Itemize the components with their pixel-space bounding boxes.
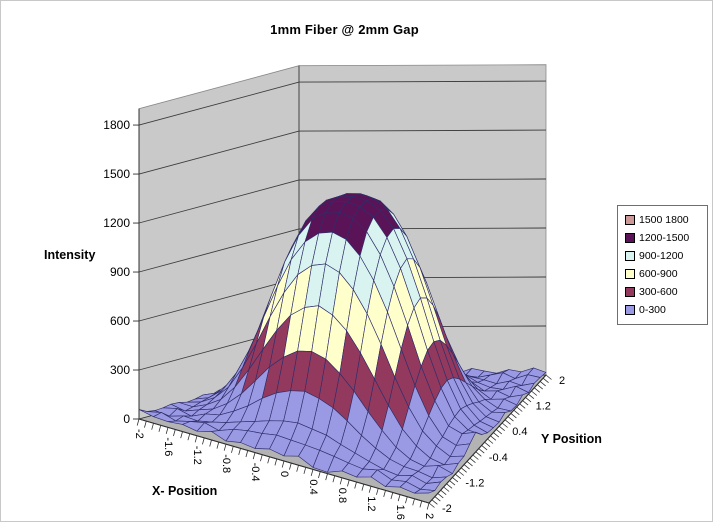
y-tick-label: 1.2 [536, 401, 551, 413]
x-tick-label: 2 [423, 513, 435, 519]
y-tick-label: 2 [559, 375, 565, 387]
z-tick-label: 1800 [103, 118, 130, 132]
legend-item: 0-300 [625, 304, 704, 316]
legend-item: 600-900 [625, 268, 704, 280]
z-tick-label: 0 [123, 412, 130, 426]
legend-swatch [625, 215, 635, 225]
x-tick-label: 0.4 [307, 479, 319, 494]
x-tick-label: 0.8 [336, 488, 348, 503]
y-tick-label: 0.4 [512, 426, 527, 438]
legend-label: 300-600 [639, 286, 678, 298]
legend-label: 1500 1800 [639, 214, 689, 226]
legend-swatch [625, 287, 635, 297]
legend: 1500 1800 1200-1500 900-1200 600-900 300-600… [617, 205, 708, 325]
legend-label: 900-1200 [639, 250, 684, 262]
legend-swatch [625, 251, 635, 261]
legend-item: 1500 1800 [625, 214, 704, 226]
z-axis-title: Intensity [44, 248, 96, 262]
x-tick-label: 0 [278, 471, 290, 477]
legend-swatch [625, 305, 635, 315]
y-axis-title: Y Position [541, 432, 602, 446]
z-tick-label: 1200 [103, 216, 130, 230]
legend-item: 300-600 [625, 286, 704, 298]
x-axis-title: X- Position [152, 484, 218, 498]
z-tick-label: 900 [110, 265, 130, 279]
z-tick-label: 1500 [103, 167, 130, 181]
legend-label: 1200-1500 [639, 232, 690, 244]
legend-swatch [625, 233, 635, 243]
z-tick-label: 300 [110, 363, 130, 377]
x-tick-label: -1.6 [162, 437, 174, 456]
x-tick-label: -2 [133, 429, 145, 439]
surface-mesh [138, 193, 547, 494]
legend-item: 1200-1500 [625, 232, 704, 244]
x-tick-label: -0.4 [249, 463, 261, 482]
legend-label: 0-300 [639, 304, 666, 316]
chart-title: 1mm Fiber @ 2mm Gap [270, 22, 419, 37]
y-tick-label: -0.4 [489, 452, 508, 464]
x-tick-label: 1.6 [394, 505, 406, 520]
y-tick-label: -1.2 [465, 477, 484, 489]
y-tick-label: -2 [442, 503, 452, 515]
x-tick-label: 1.2 [365, 496, 377, 511]
x-tick-label: -0.8 [220, 454, 232, 473]
z-tick-label: 600 [110, 314, 130, 328]
x-tick-label: -1.2 [191, 446, 203, 465]
axes: -2 -1.6 -1.2 -0.8 -0.4 0 0.4 0.8 1.2 1.6 2 2 1.2 0.4 -… [103, 108, 565, 520]
legend-label: 600-900 [639, 268, 678, 280]
legend-swatch [625, 269, 635, 279]
legend-item: 900-1200 [625, 250, 704, 262]
